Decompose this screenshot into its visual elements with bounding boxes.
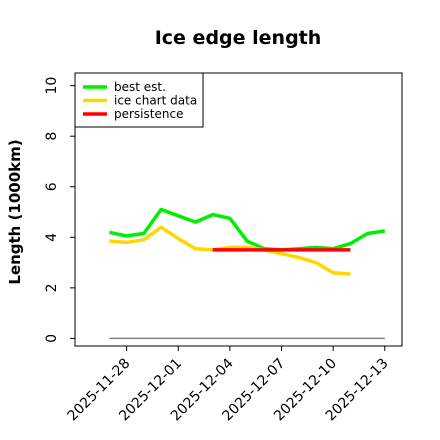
legend-label: persistence	[114, 107, 183, 121]
legend-label: best est.	[114, 80, 166, 94]
series-line-0	[109, 207, 386, 252]
legend-label: ice chart data	[114, 94, 197, 108]
y-tick-label: 8	[44, 132, 60, 141]
y-tick-label: 10	[44, 77, 60, 95]
chart-title: Ice edge length	[155, 27, 322, 49]
series-line-1	[109, 225, 351, 276]
y-tick-label: 0	[44, 334, 60, 343]
y-tick-label: 4	[44, 233, 60, 242]
y-axis-label: Length (1000km)	[6, 139, 24, 284]
plot-frame	[74, 72, 403, 347]
y-tick-label: 6	[44, 182, 60, 191]
y-tick-label: 2	[44, 283, 60, 292]
plot-area: 02468102025-11-282025-12-012025-12-04202…	[44, 72, 403, 424]
